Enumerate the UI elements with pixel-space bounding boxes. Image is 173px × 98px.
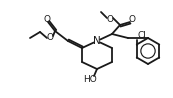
Text: Cl: Cl [137,31,146,40]
Text: O: O [43,15,51,24]
Text: HO: HO [83,75,97,84]
Text: O: O [107,15,113,24]
Text: N: N [93,36,101,46]
Text: O: O [129,15,135,24]
Text: O: O [47,33,53,41]
